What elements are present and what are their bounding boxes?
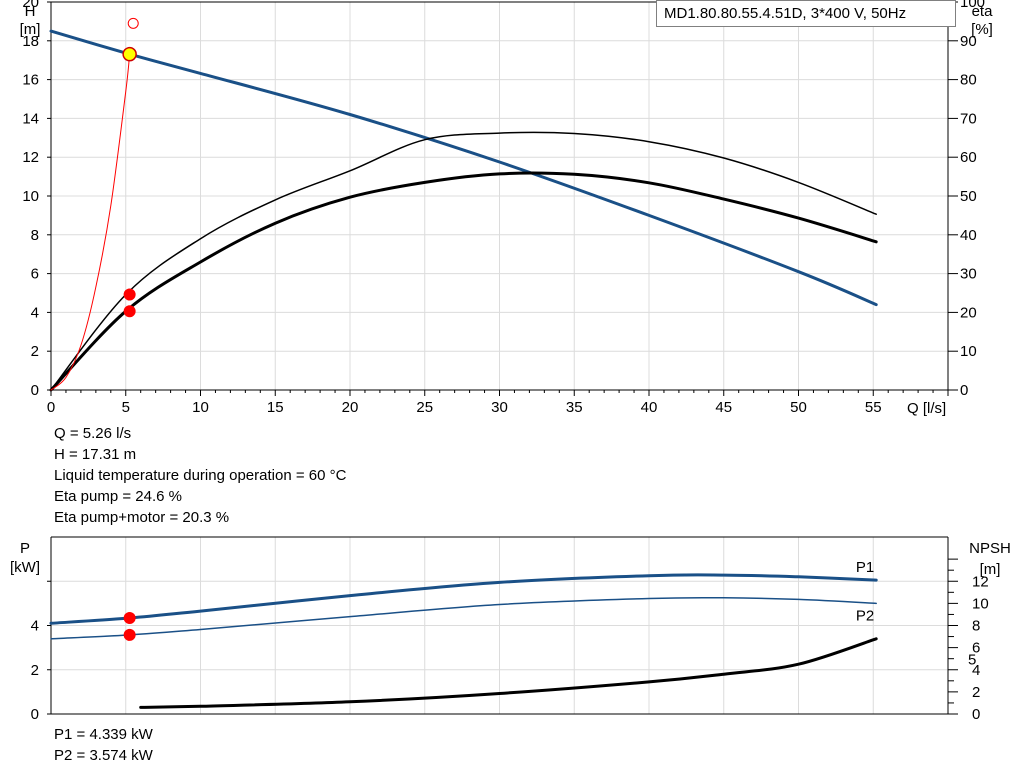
x-tick-label: 35 [566, 399, 583, 416]
y2-tick-label: 5 [968, 652, 976, 669]
y2-tick-label: 12 [972, 573, 989, 590]
y2-axis-label-name: eta [972, 3, 994, 20]
y2-tick-label: 4 [972, 662, 980, 679]
y2-tick-label: 20 [960, 304, 977, 321]
duty-point [122, 46, 137, 62]
curve-eta-pump [50, 131, 877, 391]
y2-tick-label: 30 [960, 266, 977, 283]
y2-tick-label: 60 [960, 149, 977, 166]
y2-tick-label: 10 [960, 343, 977, 360]
y-tick-label: 2 [31, 343, 39, 360]
curve-head [49, 29, 878, 307]
p1-point [123, 611, 136, 624]
x-tick-label: 20 [342, 399, 359, 416]
upper-chart-head-efficiency: 0 2 4 6 8 10 12 14 16 18 20 0 10 20 30 40 50 60 70 80 90 100 0… [20, 0, 994, 417]
y2-tick-label: 50 [960, 188, 977, 205]
y-tick-label: 18 [22, 33, 39, 50]
x-tick-label: 10 [192, 399, 209, 416]
x-tick-label: 45 [715, 399, 732, 416]
y2-axis-label-name: NPSH [969, 540, 1011, 557]
p2-point [123, 628, 136, 641]
curve-eta-pump-motor [49, 171, 878, 392]
y2-tick-label: 6 [972, 640, 980, 657]
y2-tick-label: 2 [972, 684, 980, 701]
readout-p1: P1 = 4.339 kW [54, 726, 153, 743]
x-tick-label: 25 [416, 399, 433, 416]
eta-pump-motor-point [123, 305, 136, 318]
y-tick-label: 14 [22, 110, 39, 127]
eta-pump-point [123, 288, 136, 301]
readout-q: Q = 5.26 l/s [54, 425, 132, 442]
y-tick-label: 4 [31, 618, 39, 635]
x-tick-label: 50 [790, 399, 807, 416]
y2-tick-label: 80 [960, 72, 977, 89]
y-tick-label: 16 [22, 72, 39, 89]
x-tick-label: 0 [47, 399, 55, 416]
x-tick-label: 40 [641, 399, 658, 416]
readout-liquid-temp: Liquid temperature during operation = 60… [54, 467, 347, 484]
series-label-p2: P2 [856, 607, 874, 624]
y2-tick-label: 0 [960, 382, 968, 399]
y2-tick-label: 0 [972, 706, 980, 723]
readout-eta-pump: Eta pump = 24.6 % [54, 488, 182, 505]
y2-tick-label: 10 [972, 595, 989, 612]
y2-tick-label: 40 [960, 227, 977, 244]
series-label-p1: P1 [856, 559, 874, 576]
curve-p1 [49, 573, 878, 625]
x-tick-label: 55 [865, 399, 882, 416]
duty-readout: Q = 5.26 l/s H = 17.31 m Liquid temperat… [54, 423, 346, 528]
y2-axis-label-unit: [%] [971, 21, 993, 38]
curve-npsh [139, 637, 878, 709]
readout-h: H = 17.31 m [54, 446, 137, 463]
y-axis-label-name: H [25, 3, 36, 20]
y2-tick-label: 90 [960, 33, 977, 50]
y-tick-label: 8 [31, 227, 39, 244]
x-tick-label: 30 [491, 399, 508, 416]
lower-chart-power-npsh: 0 2 4 0 2 4 6 8 10 12 5 P [kW] NPSH [m] P1 P2 [10, 536, 1011, 723]
y-tick-label: 12 [22, 149, 39, 166]
y-tick-label: 20 [22, 0, 39, 11]
y-axis-label-unit: [kW] [10, 559, 40, 576]
y2-tick-label: 100 [960, 0, 985, 11]
y-tick-label: 0 [31, 382, 39, 399]
readout-p2: P2 = 3.574 kW [54, 747, 153, 764]
x-tick-label: 15 [267, 399, 284, 416]
curve-p2 [50, 596, 877, 640]
y-tick-label: 0 [31, 706, 39, 723]
power-readout: P1 = 4.339 kW P2 = 3.574 kW [54, 724, 153, 766]
y2-tick-label: 8 [972, 618, 980, 635]
x-axis-label: Q [l/s] [907, 400, 946, 417]
y-tick-label: 4 [31, 304, 39, 321]
pump-title: MD1.80.80.55.4.51D, 3*400 V, 50Hz [664, 5, 907, 22]
readout-eta-pump-motor: Eta pump+motor = 20.3 % [54, 509, 230, 526]
y-tick-label: 2 [31, 662, 39, 679]
y2-axis-label-unit: [m] [980, 561, 1001, 578]
y2-tick-label: 70 [960, 110, 977, 127]
pump-title-box: MD1.80.80.55.4.51D, 3*400 V, 50Hz [656, 0, 956, 27]
best-point-marker [127, 17, 139, 29]
y-tick-label: 10 [22, 188, 39, 205]
x-tick-label: 5 [122, 399, 130, 416]
y-axis-label-unit: [m] [20, 21, 41, 38]
y-axis-label-name: P [20, 540, 30, 557]
curve-system [50, 53, 131, 391]
y-tick-label: 6 [31, 266, 39, 283]
